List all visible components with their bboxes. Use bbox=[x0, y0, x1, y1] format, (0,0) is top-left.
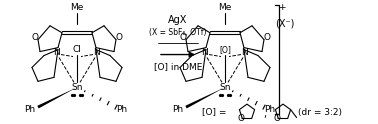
Text: Sn: Sn bbox=[219, 83, 231, 92]
Text: (X = SbF₆, OTf): (X = SbF₆, OTf) bbox=[149, 28, 207, 37]
Text: (X⁻): (X⁻) bbox=[275, 19, 295, 29]
Text: N: N bbox=[94, 48, 101, 57]
Text: O: O bbox=[116, 33, 122, 42]
Text: ,: , bbox=[263, 109, 266, 119]
Text: Me: Me bbox=[218, 3, 232, 12]
Text: N: N bbox=[54, 48, 60, 57]
Text: Ph: Ph bbox=[172, 105, 184, 114]
Text: [O]: [O] bbox=[219, 45, 231, 54]
Text: [O] =: [O] = bbox=[202, 108, 226, 117]
Polygon shape bbox=[185, 87, 225, 108]
Text: Cl: Cl bbox=[73, 45, 81, 54]
Text: O: O bbox=[238, 114, 245, 123]
Text: +: + bbox=[278, 3, 286, 12]
Text: Ph: Ph bbox=[116, 105, 127, 114]
Polygon shape bbox=[37, 87, 77, 108]
Text: Me: Me bbox=[70, 3, 84, 12]
Text: O: O bbox=[180, 33, 186, 42]
Text: [O] in DME: [O] in DME bbox=[154, 62, 202, 71]
Text: N: N bbox=[201, 48, 208, 57]
Text: Sn: Sn bbox=[71, 83, 83, 92]
Text: N: N bbox=[242, 48, 248, 57]
Text: O: O bbox=[274, 114, 281, 123]
Text: O: O bbox=[263, 33, 271, 42]
Text: (dr = 3:2): (dr = 3:2) bbox=[298, 108, 342, 117]
Text: O: O bbox=[31, 33, 39, 42]
Text: Ph: Ph bbox=[265, 105, 276, 114]
Text: Ph: Ph bbox=[25, 105, 36, 114]
Text: AgX: AgX bbox=[168, 15, 188, 25]
